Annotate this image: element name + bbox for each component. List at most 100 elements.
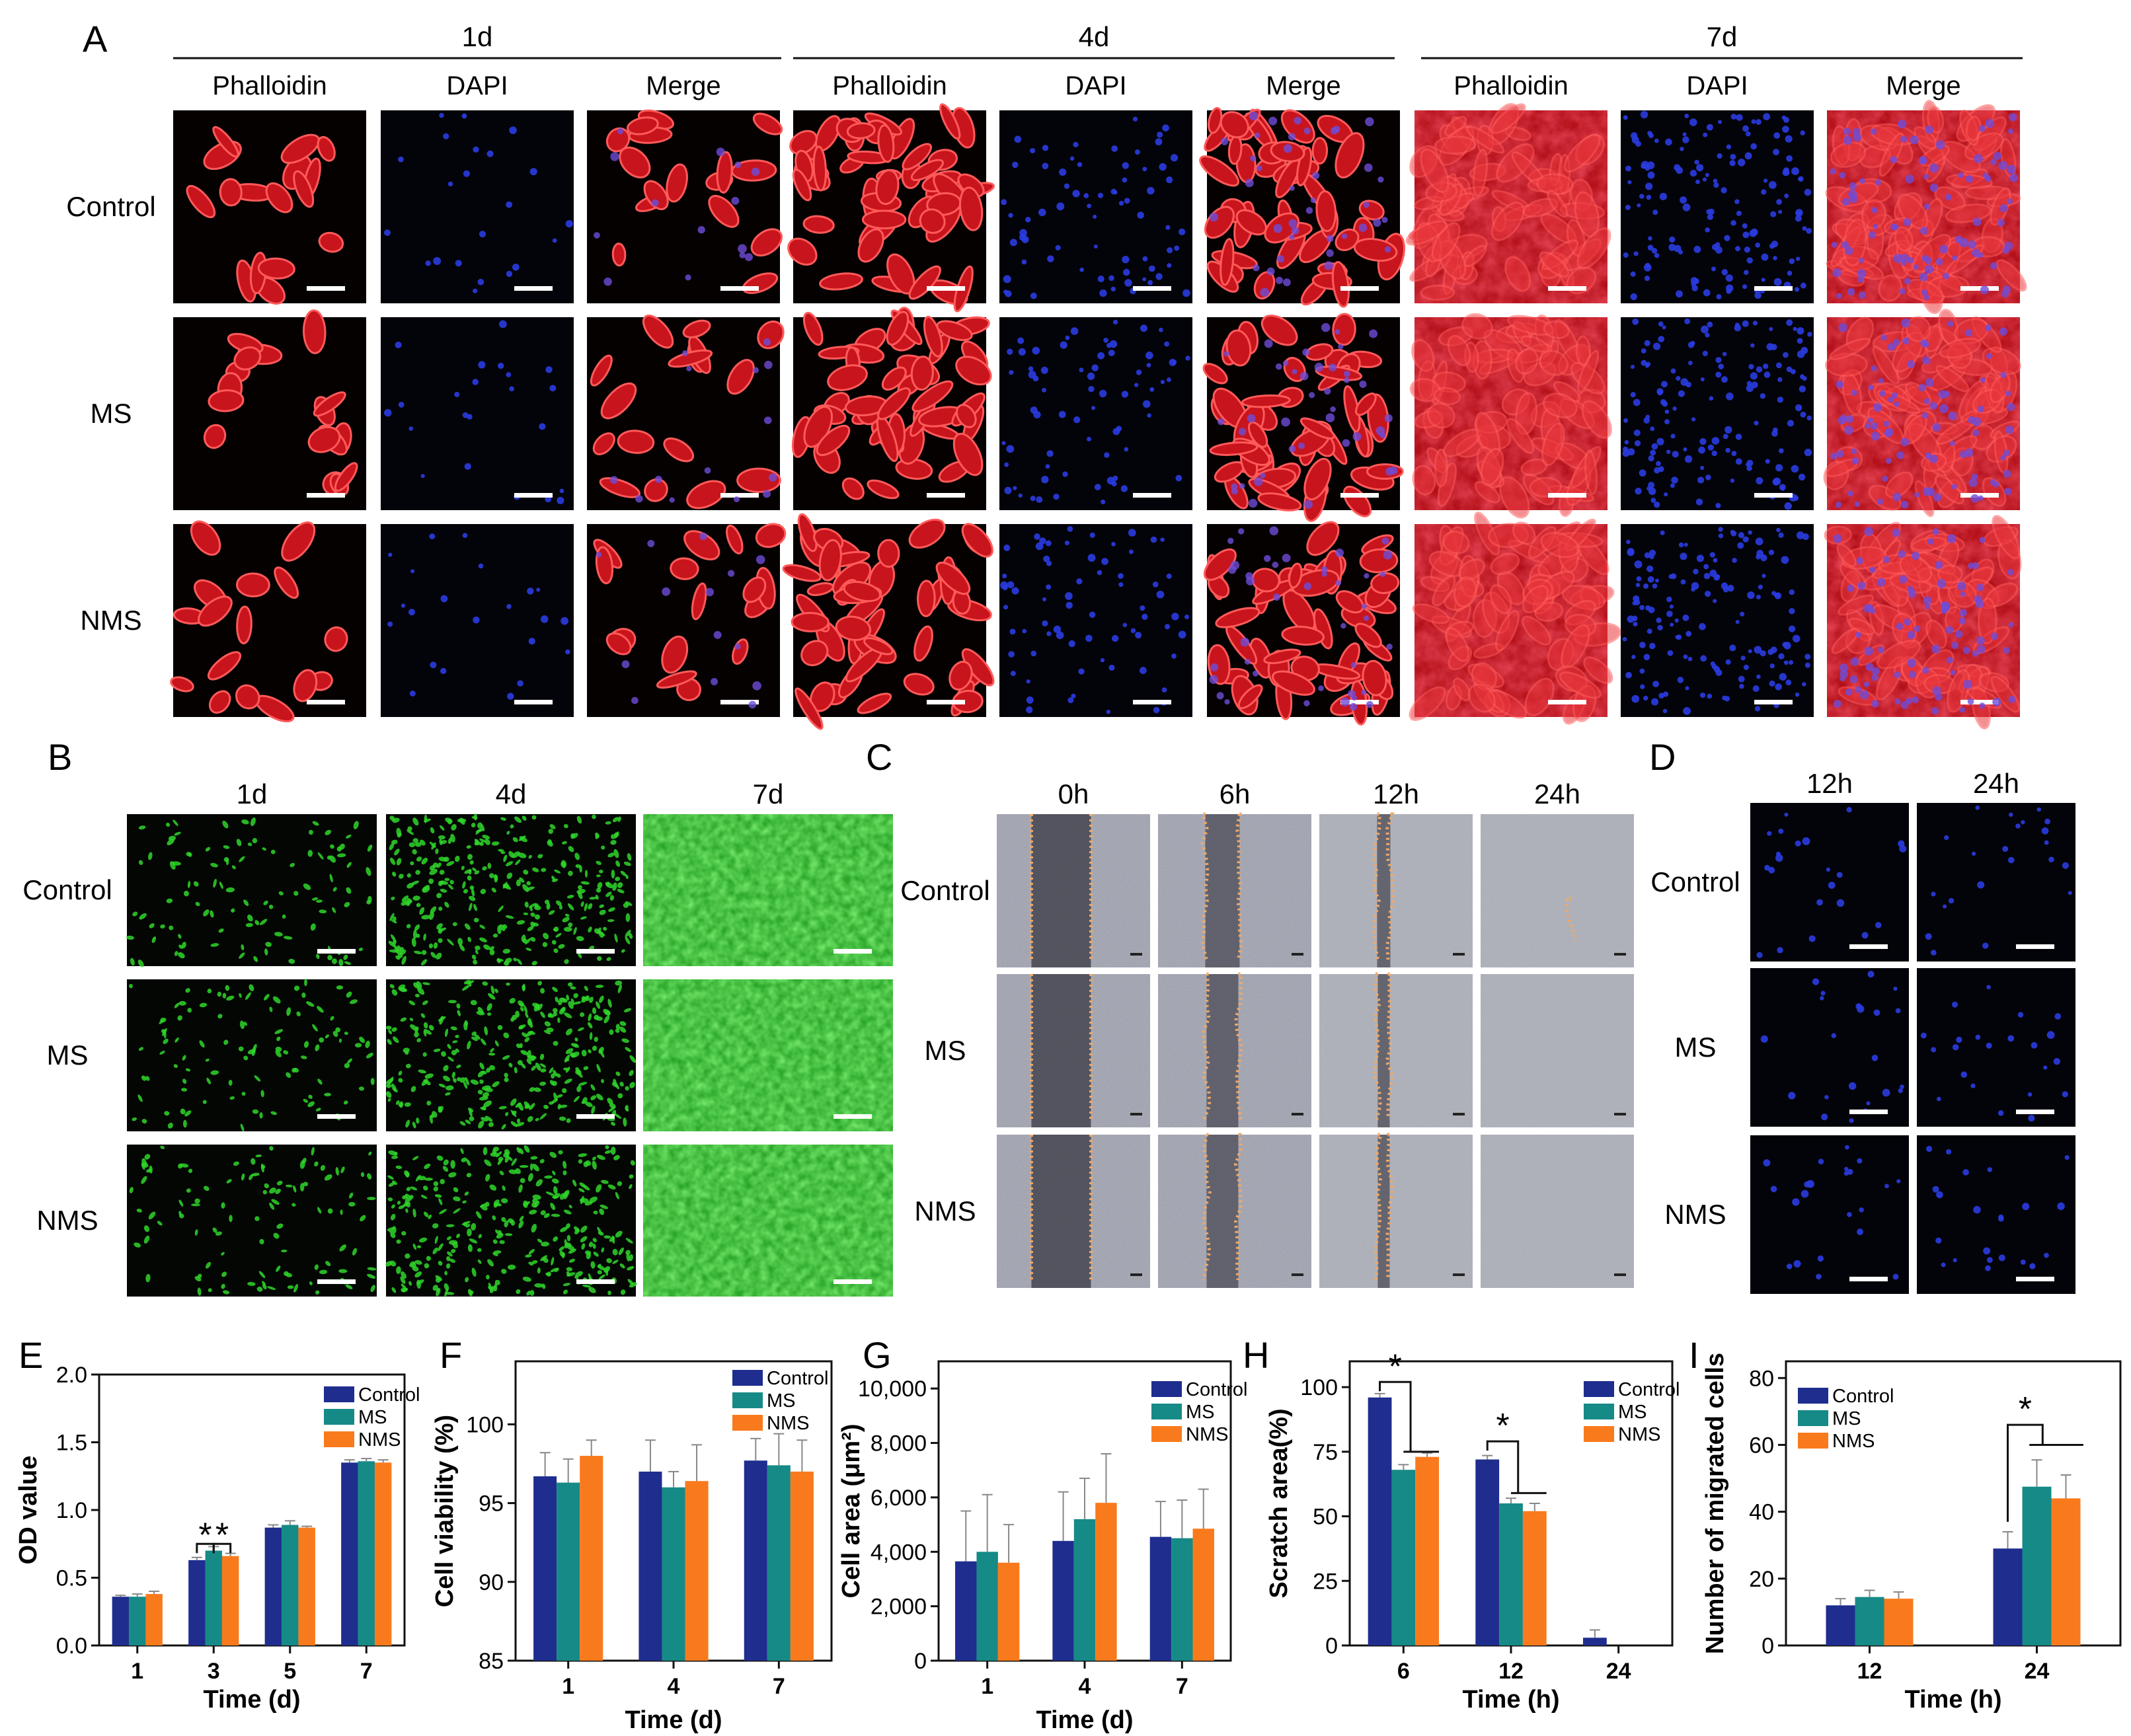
nucleus [1650, 498, 1656, 504]
y-tick-label: 6,000 [871, 1486, 927, 1511]
nucleus [1729, 644, 1736, 652]
nucleus [1288, 445, 1296, 453]
nucleus [1717, 120, 1723, 124]
cell [708, 194, 740, 228]
nucleus [384, 408, 392, 417]
cell [626, 116, 659, 135]
nucleus [1748, 530, 1752, 535]
nucleus [1946, 656, 1953, 664]
cell [1472, 149, 1488, 197]
y-tick-label: 40 [1749, 1500, 1774, 1525]
cell [1359, 548, 1399, 574]
row-label: Control [66, 191, 155, 222]
nucleus [1772, 427, 1778, 433]
nucleus [1754, 291, 1762, 299]
cell [229, 1215, 233, 1223]
nucleus [1838, 322, 1848, 332]
stain-header: Phalloidin [832, 71, 947, 100]
nucleus [1045, 464, 1050, 469]
nucleus [1282, 360, 1289, 366]
nucleus [1785, 679, 1792, 686]
scratch-gap [1205, 814, 1240, 967]
nucleus [1699, 623, 1706, 630]
nucleus [1836, 872, 1843, 878]
y-tick-label: 10,000 [858, 1377, 927, 1402]
cell [857, 693, 892, 714]
nucleus [1841, 198, 1850, 206]
nucleus [1139, 667, 1147, 675]
dapi-image [999, 524, 1192, 717]
nucleus [1624, 439, 1629, 445]
cell [910, 356, 934, 391]
nucleus [1816, 899, 1823, 906]
nucleus [1770, 211, 1777, 217]
nucleus [1344, 377, 1350, 383]
nucleus [2007, 1035, 2015, 1042]
bar [533, 1476, 557, 1661]
scratch-image [1481, 974, 1634, 1127]
legend-label: MS [1832, 1408, 1861, 1429]
nucleus [1967, 698, 1974, 705]
nucleus [1633, 251, 1639, 256]
scale-bar [1754, 493, 1793, 498]
nucleus [1866, 1101, 1871, 1106]
nucleus [1747, 591, 1755, 599]
nucleus [1654, 467, 1660, 474]
panel-a-images [170, 100, 2027, 730]
cell [961, 523, 993, 558]
nucleus [1970, 1083, 1976, 1088]
y-tick-label: 50 [1313, 1505, 1338, 1530]
cell [307, 426, 341, 453]
scratch-image [1481, 1135, 1634, 1288]
cell [236, 605, 252, 645]
nucleus [1042, 620, 1048, 626]
bar [298, 1527, 315, 1645]
nucleus [1877, 578, 1886, 587]
nucleus [1689, 169, 1697, 177]
nucleus [1042, 163, 1049, 170]
nucleus [1625, 204, 1631, 210]
nucleus [1779, 673, 1787, 681]
cell [1995, 259, 2027, 292]
nucleus [1314, 362, 1324, 372]
nucleus [1896, 623, 1904, 630]
cell [293, 170, 315, 208]
cell [609, 1029, 614, 1036]
nucleus [1841, 241, 1849, 249]
nucleus [1903, 217, 1912, 227]
nucleus [1150, 536, 1157, 543]
nucleus [1068, 640, 1075, 648]
scale-bar [1340, 286, 1379, 291]
nucleus [433, 256, 442, 265]
cell [519, 1164, 529, 1168]
nucleus [1321, 322, 1331, 332]
nucleus [1871, 700, 1879, 708]
cell [208, 690, 231, 714]
phalloidin-image [587, 523, 787, 717]
nucleus [704, 467, 711, 474]
nucleus [1782, 642, 1788, 648]
legend-swatch [1584, 1426, 1614, 1442]
nucleus [545, 366, 553, 373]
scale-bar [1292, 1113, 1303, 1115]
nucleus [1089, 611, 1096, 619]
nucleus [1097, 570, 1103, 576]
nucleus [2027, 1092, 2033, 1097]
nucleus [2015, 823, 2021, 829]
time-header: 24h [1973, 768, 2019, 799]
nucleus [1635, 582, 1641, 587]
nucleus [2062, 862, 2069, 869]
nucleus [1746, 459, 1754, 467]
nucleus [1763, 178, 1768, 183]
nucleus [1087, 554, 1096, 562]
scale-bar [1849, 1277, 1888, 1281]
nucleus [1305, 207, 1313, 214]
nucleus [1835, 502, 1842, 508]
nucleus [1972, 650, 1979, 657]
nucleus [1864, 527, 1873, 537]
nucleus [1386, 643, 1393, 650]
nucleus [1645, 605, 1651, 611]
nucleus [2008, 695, 2016, 703]
nucleus [1896, 451, 1905, 459]
